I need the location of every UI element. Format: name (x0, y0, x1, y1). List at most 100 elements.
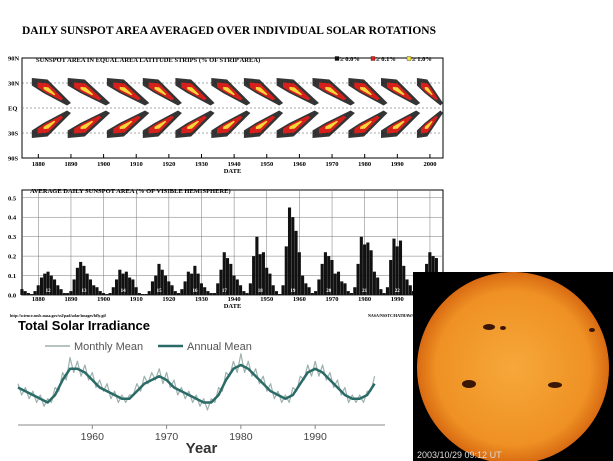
legend-label: ≥ 0.1% (376, 56, 396, 63)
bar (288, 208, 291, 296)
bar (249, 283, 252, 295)
bar (314, 291, 317, 295)
bar (308, 287, 311, 295)
sun-disk (417, 272, 609, 461)
cycle-label: 22 (395, 289, 401, 294)
bar (343, 283, 346, 295)
bar (409, 285, 412, 295)
x-tick-label: 1910 (130, 296, 143, 303)
bar (213, 293, 216, 295)
cycle-label: 16 (192, 289, 198, 294)
x-tick-label: 1920 (162, 161, 175, 168)
bar (311, 293, 314, 295)
y-tick-label: 30S (8, 131, 19, 138)
x-tick-label: 1960 (293, 161, 306, 168)
bar (275, 291, 278, 295)
cycle-label: 15 (157, 289, 163, 294)
x-tick-label: 1970 (155, 431, 179, 443)
x-tick-label: 1930 (195, 296, 208, 303)
bar (239, 285, 242, 295)
bar (60, 289, 63, 295)
legend-label: Monthly Mean (74, 341, 143, 353)
bar (115, 279, 118, 295)
x-tick-label: 1930 (195, 161, 208, 168)
chart-title: SUNSPOT AREA IN EQUAL AREA LATITUDE STRI… (36, 57, 260, 64)
x-tick-label: 1980 (229, 431, 253, 443)
bar (233, 276, 236, 295)
bar (285, 246, 288, 295)
bar (357, 264, 360, 295)
sunspot (462, 380, 476, 388)
bar (99, 291, 102, 295)
legend-swatch (407, 57, 411, 61)
bar (304, 283, 307, 295)
bar (334, 274, 337, 295)
bar (252, 256, 255, 295)
bar (170, 285, 173, 295)
bar (112, 287, 115, 295)
bar (102, 293, 105, 295)
sun-photo: 2003/10/29 09:12 UT (413, 272, 613, 461)
legend-label: ≥ 0.0% (340, 56, 360, 63)
bar (396, 246, 399, 295)
y-tick-label: 0.4 (8, 215, 17, 222)
bar (317, 279, 320, 295)
bar (363, 244, 366, 295)
bar (30, 294, 33, 295)
x-tick-label: 1950 (260, 161, 273, 168)
bar (95, 287, 98, 295)
x-tick-label: 1990 (391, 296, 404, 303)
bar (386, 287, 389, 295)
bar (242, 291, 245, 295)
bar (321, 264, 324, 295)
bar (246, 293, 249, 295)
x-tick-label: 1910 (130, 161, 143, 168)
bar (210, 293, 213, 295)
bar (128, 278, 131, 296)
x-tick-label: 1970 (326, 161, 339, 168)
bar (347, 291, 350, 295)
y-tick-label: 0.1 (8, 273, 16, 280)
bar (27, 293, 30, 295)
bar (63, 293, 66, 295)
bar (405, 279, 408, 295)
sunspot (548, 382, 562, 388)
page-title: DAILY SUNSPOT AREA AVERAGED OVER INDIVID… (22, 25, 436, 37)
legend-swatch (335, 57, 339, 61)
sunspot (500, 326, 506, 330)
bar (216, 283, 219, 295)
bar (144, 294, 147, 295)
bar (40, 278, 43, 296)
slide: DAILY SUNSPOT AREA AVERAGED OVER INDIVID… (0, 0, 613, 461)
legend-label: ≥ 1.0% (412, 56, 432, 63)
x-tick-label: 1970 (326, 296, 339, 303)
bar (366, 243, 369, 296)
bar (370, 250, 373, 295)
bar (278, 294, 281, 295)
bar (373, 272, 376, 295)
bar (108, 293, 111, 295)
y-tick-label: 30N (8, 81, 20, 88)
x-tick-label: 1980 (358, 296, 371, 303)
bar (174, 291, 177, 295)
bar (291, 217, 294, 295)
x-tick-label: 1980 (358, 161, 371, 168)
bar (187, 272, 190, 295)
bar (89, 279, 92, 295)
cycle-label: 13 (82, 289, 88, 294)
x-axis-label: DATE (224, 168, 242, 175)
x-tick-label: 1940 (228, 296, 241, 303)
bar (131, 279, 134, 295)
bar (73, 279, 76, 295)
x-tick-label: 2000 (423, 161, 436, 168)
chart-title: Total Solar Irradiance (18, 318, 150, 333)
bar (379, 289, 382, 295)
bar (148, 291, 151, 295)
bar (265, 268, 268, 295)
bar (56, 285, 59, 295)
x-tick-label: 1950 (260, 296, 273, 303)
bar (76, 268, 79, 295)
bar (255, 237, 258, 295)
bar (360, 237, 363, 295)
bar (229, 264, 232, 295)
